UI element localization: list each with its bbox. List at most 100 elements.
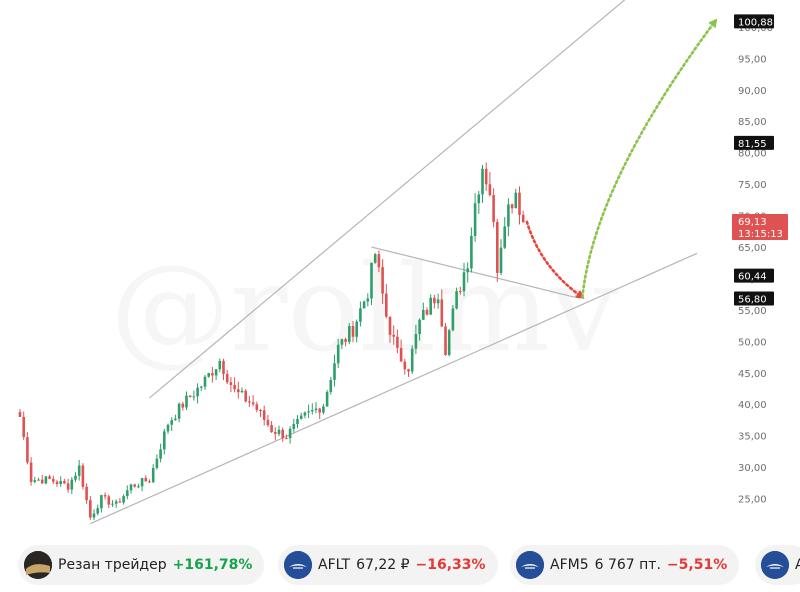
candle-body bbox=[373, 254, 377, 263]
candle bbox=[174, 414, 177, 421]
candle-body bbox=[26, 437, 29, 463]
ticker-name: AFM5 bbox=[550, 557, 589, 573]
candle-body bbox=[225, 373, 229, 383]
candle bbox=[462, 262, 466, 297]
candle-body bbox=[318, 408, 321, 413]
candle bbox=[100, 494, 103, 513]
price-tag-label: 60,44 bbox=[738, 272, 767, 283]
candle-body bbox=[255, 404, 259, 411]
candle-body bbox=[100, 495, 103, 509]
candle bbox=[55, 479, 59, 487]
candle bbox=[477, 190, 481, 214]
candle-body bbox=[392, 334, 395, 337]
candle bbox=[214, 368, 218, 380]
ticker-price: 6 767 пт. bbox=[594, 557, 661, 573]
candle-body bbox=[299, 415, 303, 419]
candle bbox=[503, 217, 506, 249]
ticker-chip-partial[interactable]: A bbox=[755, 545, 800, 585]
candle bbox=[307, 404, 310, 418]
candle bbox=[259, 408, 262, 417]
candle-body bbox=[518, 192, 521, 215]
price-chart[interactable]: @rollmv 25,0030,0035,0040,0045,0050,0055… bbox=[0, 0, 800, 535]
candle-body bbox=[248, 401, 251, 403]
y-tick-label: 35,00 bbox=[738, 432, 767, 443]
ticker-name: Резан трейдер bbox=[58, 557, 167, 573]
candle bbox=[492, 188, 495, 228]
y-tick-label: 30,00 bbox=[738, 463, 767, 474]
candle bbox=[170, 417, 173, 432]
candle bbox=[237, 381, 240, 399]
candle bbox=[340, 338, 344, 350]
candle-body bbox=[307, 411, 310, 413]
candle bbox=[296, 415, 299, 429]
candle-body bbox=[381, 267, 384, 294]
candle-body bbox=[229, 382, 233, 385]
candle-body bbox=[214, 369, 218, 376]
candle-body bbox=[103, 495, 107, 497]
price-tag-level: 81,55 bbox=[734, 135, 774, 150]
candle-body bbox=[344, 339, 347, 342]
candle bbox=[181, 401, 185, 411]
candle-body bbox=[473, 203, 477, 236]
candle-body bbox=[340, 339, 344, 345]
candle bbox=[44, 475, 48, 485]
candle bbox=[207, 372, 210, 378]
candle-body bbox=[422, 309, 425, 320]
ticker-change: −16,33% bbox=[415, 557, 486, 573]
candle bbox=[407, 368, 410, 377]
y-tick-label: 95,00 bbox=[738, 54, 767, 65]
candle-body bbox=[351, 326, 355, 337]
candle-body bbox=[33, 480, 37, 482]
current-price-timer: 13:15:13 bbox=[738, 229, 783, 240]
candle-body bbox=[222, 360, 225, 374]
bullish-target-arrow bbox=[581, 18, 718, 299]
candle-body bbox=[18, 412, 22, 417]
ticker-chip-afm5[interactable]: AFM5 6 767 пт. −5,51% bbox=[510, 545, 740, 585]
ticker-strip[interactable]: Резан трейдер +161,78% AFLT 67,22 ₽ −16,… bbox=[0, 537, 800, 592]
price-tag-target: 100,88 bbox=[734, 14, 774, 29]
candle bbox=[66, 478, 70, 493]
lower-channel-line bbox=[90, 252, 698, 525]
candle-body bbox=[140, 477, 144, 487]
candle bbox=[425, 307, 429, 316]
candle-body bbox=[403, 361, 407, 370]
candle-body bbox=[277, 429, 281, 434]
candle-body bbox=[336, 344, 340, 364]
candle bbox=[196, 383, 199, 404]
candle-body bbox=[285, 438, 288, 440]
candle-body bbox=[29, 462, 33, 482]
candle bbox=[266, 414, 270, 427]
candle bbox=[33, 476, 37, 484]
y-tick-label: 50,00 bbox=[738, 337, 767, 348]
ticker-chip-trader[interactable]: Резан трейдер +161,78% bbox=[18, 545, 265, 585]
chart-canvas[interactable]: 25,0030,0035,0040,0045,0050,0055,0060,00… bbox=[0, 0, 800, 535]
candle bbox=[37, 477, 40, 481]
candle bbox=[440, 289, 444, 328]
candle bbox=[129, 483, 133, 494]
candle bbox=[366, 293, 370, 307]
candle bbox=[222, 358, 225, 381]
candle bbox=[373, 252, 377, 264]
candle bbox=[159, 443, 162, 463]
candle-body bbox=[66, 483, 70, 490]
candle bbox=[96, 504, 99, 516]
candle bbox=[203, 374, 207, 390]
candle bbox=[399, 339, 403, 362]
candle-body bbox=[410, 348, 414, 372]
candle bbox=[225, 369, 229, 385]
ticker-chip-aflt[interactable]: AFLT 67,22 ₽ −16,33% bbox=[278, 545, 498, 585]
candle-body bbox=[40, 479, 44, 484]
candle-body bbox=[237, 389, 240, 393]
price-axis: 25,0030,0035,0040,0045,0050,0055,0060,00… bbox=[738, 23, 773, 506]
candle-body bbox=[270, 425, 273, 433]
current-price-box bbox=[732, 214, 788, 241]
candle-body bbox=[444, 326, 447, 355]
price-tag-level: 56,80 bbox=[734, 291, 774, 306]
candle-body bbox=[514, 192, 518, 209]
candle bbox=[351, 320, 355, 343]
candle-body bbox=[466, 268, 469, 273]
y-tick-label: 55,00 bbox=[738, 306, 767, 317]
candle bbox=[325, 390, 329, 407]
candle bbox=[470, 227, 473, 273]
candle-body bbox=[170, 420, 173, 425]
